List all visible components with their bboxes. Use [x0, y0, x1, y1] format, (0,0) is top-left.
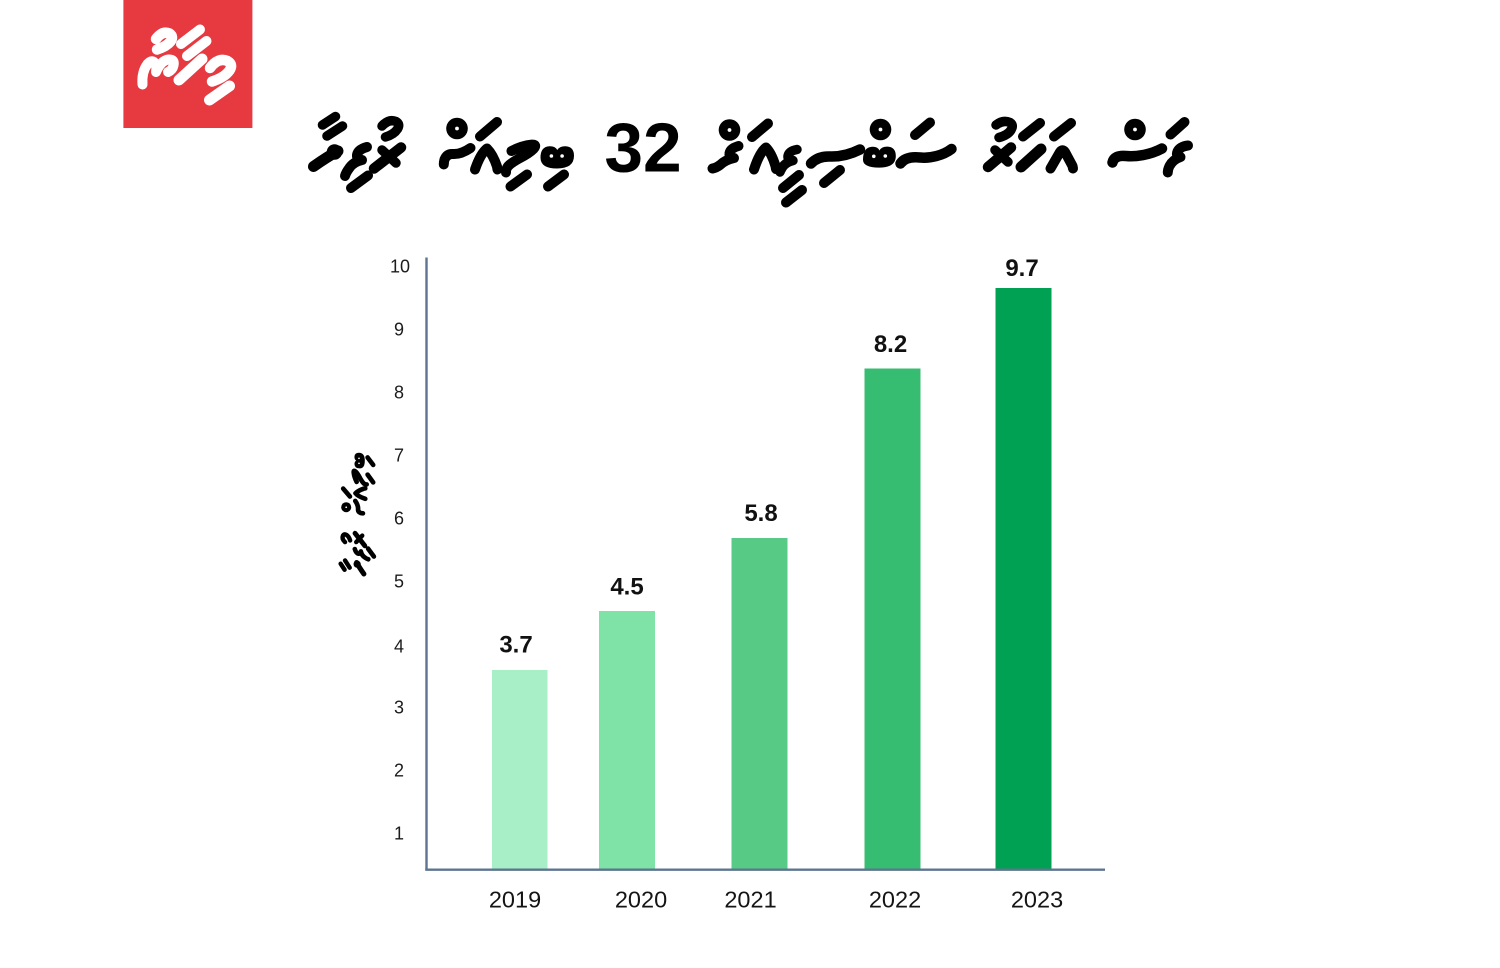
svg-text:5.8: 5.8: [744, 500, 777, 527]
svg-text:2022: 2022: [869, 887, 921, 913]
svg-text:9.7: 9.7: [1005, 255, 1038, 282]
svg-text:2019: 2019: [489, 887, 541, 913]
svg-text:5: 5: [394, 571, 404, 591]
svg-text:32: 32: [604, 109, 681, 187]
svg-text:4.5: 4.5: [610, 573, 643, 600]
svg-text:7: 7: [394, 445, 404, 465]
svg-text:8.2: 8.2: [874, 331, 907, 358]
svg-text:10: 10: [390, 256, 410, 276]
svg-text:3.7: 3.7: [499, 632, 532, 659]
svg-text:2021: 2021: [724, 887, 776, 913]
svg-text:8: 8: [394, 382, 404, 402]
svg-text:2023: 2023: [1011, 887, 1063, 913]
svg-text:6: 6: [394, 508, 404, 528]
svg-text:4: 4: [394, 636, 404, 656]
svg-text:2020: 2020: [615, 887, 667, 913]
svg-text:2: 2: [394, 760, 404, 780]
svg-text:3: 3: [394, 697, 404, 717]
svg-text:1: 1: [394, 823, 404, 843]
svg-text:9: 9: [394, 319, 404, 339]
